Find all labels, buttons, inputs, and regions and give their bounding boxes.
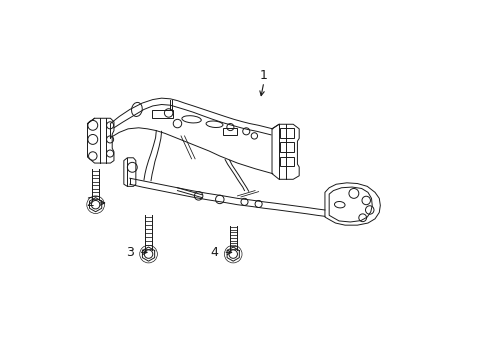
Text: 4: 4 [210,246,218,259]
Bar [222,128,237,135]
Bar [279,128,293,138]
Bar [152,111,172,118]
Text: 3: 3 [125,246,134,259]
Bar [279,142,293,152]
Text: 2: 2 [86,197,94,210]
Bar [279,157,293,166]
Text: 1: 1 [260,69,267,82]
